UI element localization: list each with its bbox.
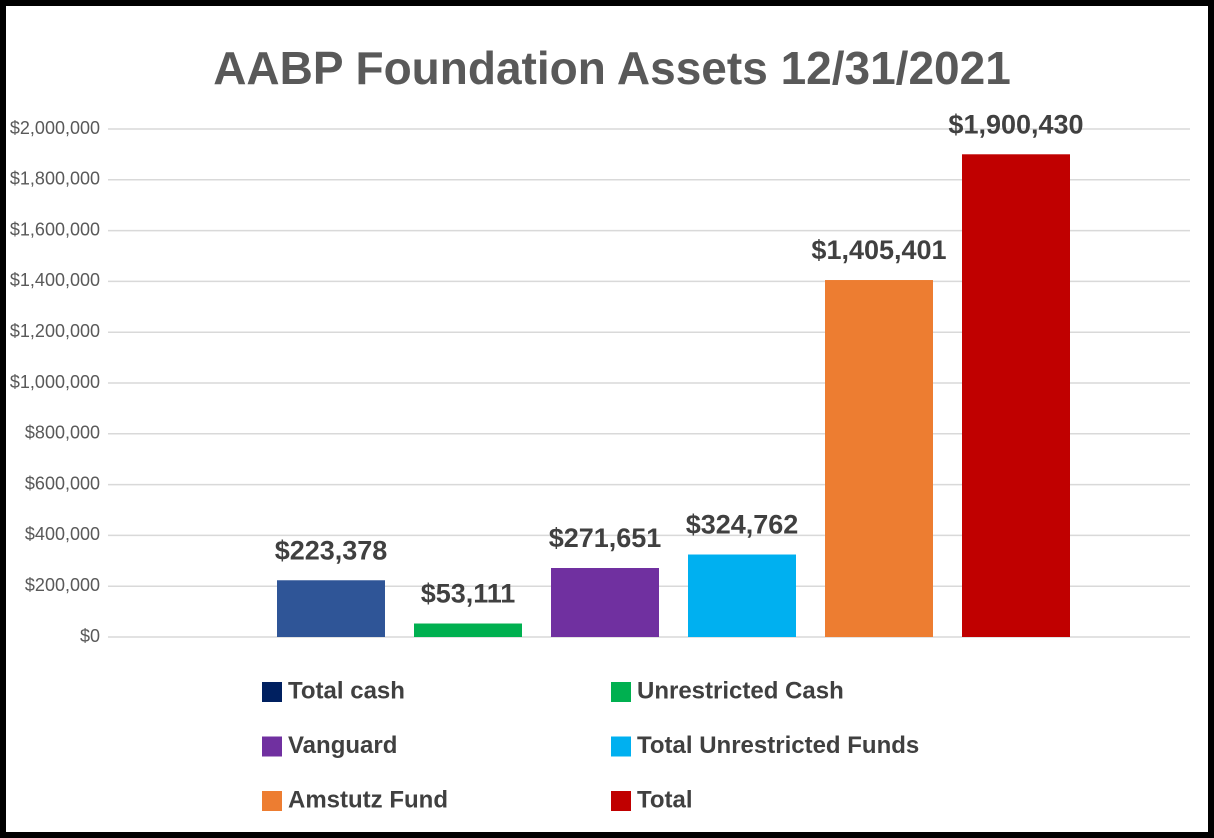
data-label: $1,405,401	[811, 235, 946, 265]
y-tick-label: $600,000	[25, 473, 100, 493]
legend-swatch	[262, 791, 282, 811]
y-tick-label: $1,600,000	[10, 219, 100, 239]
data-label: $53,111	[421, 579, 516, 609]
y-tick-label: $2,000,000	[10, 118, 100, 138]
legend-label: Total Unrestricted Funds	[637, 732, 919, 759]
y-tick-label: $0	[80, 626, 100, 646]
y-tick-label: $1,800,000	[10, 169, 100, 189]
y-tick-label: $400,000	[25, 524, 100, 544]
y-tick-label: $1,000,000	[10, 372, 100, 392]
data-label: $324,762	[686, 510, 799, 540]
data-label: $1,900,430	[948, 109, 1083, 139]
legend-label: Total	[637, 786, 693, 813]
chart-title: AABP Foundation Assets 12/31/2021	[213, 42, 1011, 94]
legend-swatch	[611, 736, 631, 757]
legend-swatch	[611, 682, 631, 702]
legend-label: Unrestricted Cash	[637, 677, 844, 704]
bar	[277, 580, 385, 637]
y-tick-label: $800,000	[25, 423, 100, 443]
legend-label: Vanguard	[288, 732, 397, 759]
legend-label: Amstutz Fund	[288, 786, 448, 813]
legend-swatch	[262, 682, 282, 702]
bar	[825, 280, 933, 637]
data-label: $223,378	[275, 535, 388, 565]
data-label: $271,651	[549, 523, 662, 553]
y-tick-label: $1,400,000	[10, 270, 100, 290]
legend-swatch	[262, 736, 282, 757]
y-tick-label: $1,200,000	[10, 321, 100, 341]
bar	[414, 623, 522, 637]
legend-swatch	[611, 791, 631, 811]
bar	[551, 568, 659, 637]
bar	[688, 554, 796, 637]
legend-label: Total cash	[288, 677, 405, 704]
bar	[962, 154, 1070, 638]
y-tick-label: $200,000	[25, 575, 100, 595]
